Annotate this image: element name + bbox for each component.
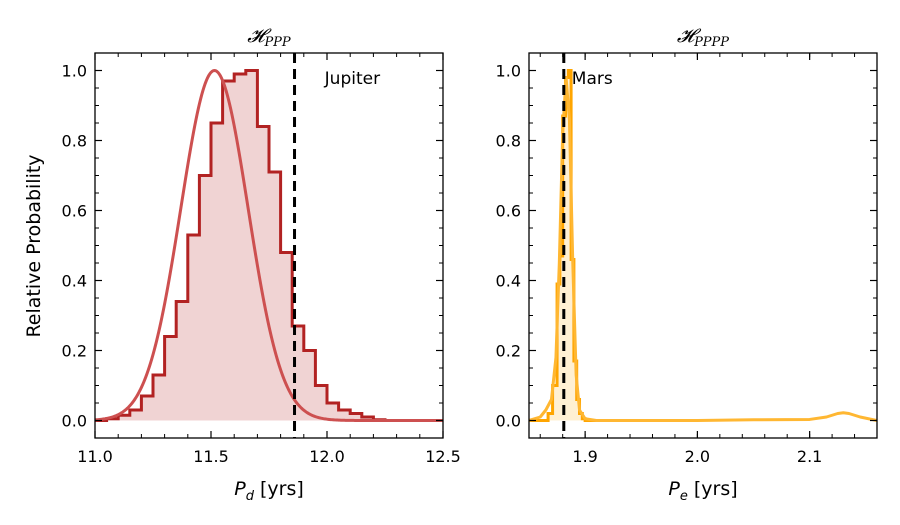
title-sub: PPPP bbox=[693, 35, 729, 50]
y-tick-label: 0.0 bbox=[62, 412, 87, 431]
x-axis-label: Pd [yrs] bbox=[234, 478, 304, 504]
title-sub: PPP bbox=[263, 35, 290, 50]
axes-frame bbox=[528, 52, 878, 439]
y-tick-label: 0.4 bbox=[496, 272, 521, 291]
x-tick-label: 2.1 bbox=[797, 447, 822, 466]
xlabel-main: P bbox=[234, 478, 246, 500]
plot-area bbox=[95, 68, 443, 422]
xlabel-main: P bbox=[668, 478, 680, 500]
y-tick-label: 0.8 bbox=[496, 132, 521, 151]
panel-title: 𝓗PPP bbox=[247, 25, 291, 50]
kde-line bbox=[529, 76, 877, 422]
right-panel: 1.9 2.0 2.1 0.0 0.2 0.4 0.6 0.8 1.0 𝓗PPPP Pe [yrs]… bbox=[496, 25, 878, 504]
xlabel-rest: [yrs] bbox=[688, 478, 738, 500]
histogram-fill bbox=[95, 70, 443, 421]
x-tick-label: 12.5 bbox=[425, 447, 461, 466]
x-tick-label: 12.0 bbox=[309, 447, 345, 466]
histogram-fill bbox=[529, 70, 642, 421]
y-tick-label: 0.6 bbox=[496, 202, 521, 221]
y-tick-label: 0.8 bbox=[62, 132, 87, 151]
reference-label: Jupiter bbox=[324, 69, 380, 89]
plot-area bbox=[529, 69, 877, 422]
xlabel-rest: [yrs] bbox=[254, 478, 304, 500]
y-tick-label: 0.2 bbox=[62, 342, 87, 361]
x-tick-label: 2.0 bbox=[685, 447, 710, 466]
panel-title: 𝓗PPPP bbox=[677, 25, 729, 50]
x-tick-label: 1.9 bbox=[572, 447, 597, 466]
y-tick-label: 0.4 bbox=[62, 272, 87, 291]
y-tick-label: 0.2 bbox=[496, 342, 521, 361]
gaussian-fit-line bbox=[95, 68, 443, 422]
x-tick-label: 11.5 bbox=[193, 447, 229, 466]
y-tick-label: 1.0 bbox=[62, 62, 87, 81]
histogram-step bbox=[529, 69, 642, 422]
xlabel-sub: d bbox=[246, 489, 255, 504]
y-tick-label: 0.6 bbox=[62, 202, 87, 221]
reference-label: Mars bbox=[572, 69, 613, 89]
y-tick-label: 1.0 bbox=[496, 62, 521, 81]
histogram-step bbox=[95, 69, 443, 422]
left-panel: 11.0 11.5 12.0 12.5 0.0 0.2 0.4 0.6 0.8 1.0 𝓗PPP Pd… bbox=[62, 25, 461, 504]
y-tick-label: 0.0 bbox=[496, 412, 521, 431]
ylabel: Relative Probability bbox=[23, 154, 45, 337]
x-tick-label: 11.0 bbox=[77, 447, 113, 466]
xlabel-sub: e bbox=[680, 489, 688, 504]
x-axis-label: Pe [yrs] bbox=[668, 478, 737, 504]
